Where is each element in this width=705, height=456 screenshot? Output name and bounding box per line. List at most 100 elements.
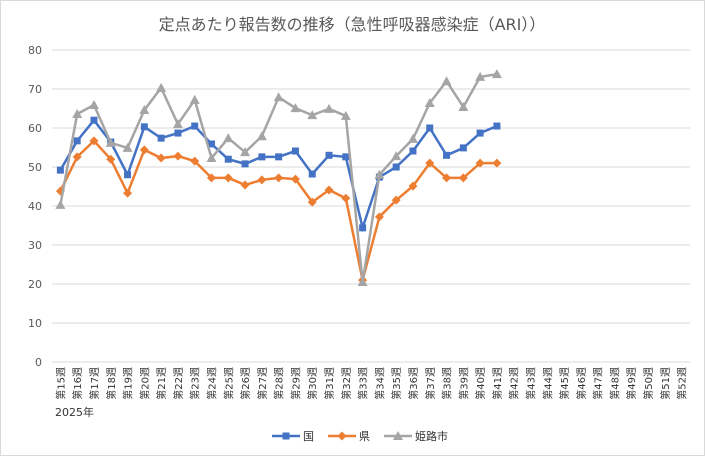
x-tick-label: 第16週 — [71, 367, 84, 400]
marker — [458, 101, 469, 111]
y-tick-label: 80 — [28, 44, 42, 57]
x-tick-label: 第15週 — [54, 367, 67, 400]
marker — [476, 129, 484, 137]
marker — [223, 133, 234, 143]
x-tick-label: 第42週 — [508, 367, 521, 400]
marker — [337, 431, 347, 441]
x-tick-label: 第20週 — [138, 367, 151, 400]
marker — [493, 122, 501, 130]
x-tick-label: 第28週 — [273, 367, 286, 400]
marker — [124, 171, 132, 179]
marker — [139, 145, 149, 155]
marker — [123, 188, 133, 198]
marker — [105, 137, 116, 147]
marker — [88, 99, 99, 109]
y-tick-label: 0 — [35, 356, 42, 369]
x-tick-label: 第27週 — [256, 367, 269, 400]
x-tick-label: 第43週 — [525, 367, 538, 400]
x-tick-label: 第23週 — [189, 367, 202, 400]
marker — [157, 134, 165, 142]
legend-label: 姫路市 — [415, 429, 448, 443]
marker — [140, 123, 148, 131]
x-tick-label: 第22週 — [172, 367, 185, 400]
x-tick-label: 第24週 — [206, 367, 219, 400]
marker — [308, 170, 316, 178]
marker — [275, 153, 283, 161]
marker — [156, 82, 167, 92]
marker — [173, 151, 183, 161]
x-tick-label: 第30週 — [306, 367, 319, 400]
marker — [442, 173, 452, 183]
x-tick-label: 第18週 — [105, 367, 118, 400]
y-tick-label: 30 — [28, 239, 42, 252]
marker — [273, 92, 284, 102]
marker — [325, 151, 333, 159]
marker — [257, 175, 267, 185]
y-tick-label: 60 — [28, 122, 42, 135]
marker — [55, 199, 66, 209]
marker — [441, 76, 452, 86]
x-tick-label: 第36週 — [407, 367, 420, 400]
marker — [391, 151, 402, 161]
marker — [174, 129, 182, 137]
marker — [189, 94, 200, 104]
x-tick-label: 第50週 — [642, 367, 655, 400]
marker — [374, 212, 384, 222]
x-tick-label: 第35週 — [390, 367, 403, 400]
marker — [392, 163, 400, 171]
x-tick-label: 第44週 — [541, 367, 554, 400]
marker — [342, 153, 350, 161]
marker — [224, 155, 232, 163]
y-tick-label: 70 — [28, 83, 42, 96]
marker — [122, 142, 133, 152]
legend-label: 県 — [359, 430, 370, 443]
marker — [207, 173, 216, 183]
x-annotation: 2025年 — [55, 405, 94, 419]
x-tick-label: 第48週 — [608, 367, 621, 400]
marker — [357, 277, 368, 287]
marker — [374, 169, 385, 179]
marker — [424, 98, 435, 108]
marker — [73, 137, 81, 145]
marker — [139, 105, 150, 115]
marker — [256, 131, 267, 141]
x-tick-label: 第21週 — [155, 367, 168, 400]
marker — [340, 110, 351, 120]
marker — [391, 195, 401, 205]
marker — [491, 69, 502, 79]
x-tick-label: 第26週 — [239, 367, 252, 400]
marker — [282, 432, 290, 440]
x-tick-label: 第38週 — [441, 367, 454, 400]
marker — [492, 158, 502, 168]
x-tick-label: 第17週 — [88, 367, 101, 400]
marker — [89, 136, 99, 146]
marker — [172, 119, 183, 129]
marker — [290, 103, 301, 113]
marker — [459, 144, 467, 152]
marker — [290, 174, 300, 184]
y-tick-label: 40 — [28, 200, 42, 213]
marker — [223, 173, 233, 183]
marker — [324, 185, 334, 195]
x-tick-label: 第52週 — [676, 367, 689, 400]
marker — [408, 181, 418, 191]
y-tick-label: 50 — [28, 161, 42, 174]
marker — [426, 124, 434, 132]
marker — [475, 158, 485, 168]
marker — [409, 147, 417, 155]
marker — [240, 147, 251, 157]
marker — [307, 110, 318, 120]
marker — [274, 173, 284, 183]
marker — [359, 224, 367, 232]
marker — [258, 153, 266, 161]
marker — [307, 197, 317, 207]
marker — [156, 153, 166, 163]
x-tick-label: 第40週 — [474, 367, 487, 400]
marker — [208, 140, 215, 148]
x-tick-label: 第29週 — [289, 367, 302, 400]
marker — [443, 151, 451, 159]
y-tick-label: 10 — [28, 317, 42, 330]
marker — [190, 156, 200, 166]
marker — [106, 154, 116, 164]
x-tick-label: 第47週 — [592, 367, 605, 400]
